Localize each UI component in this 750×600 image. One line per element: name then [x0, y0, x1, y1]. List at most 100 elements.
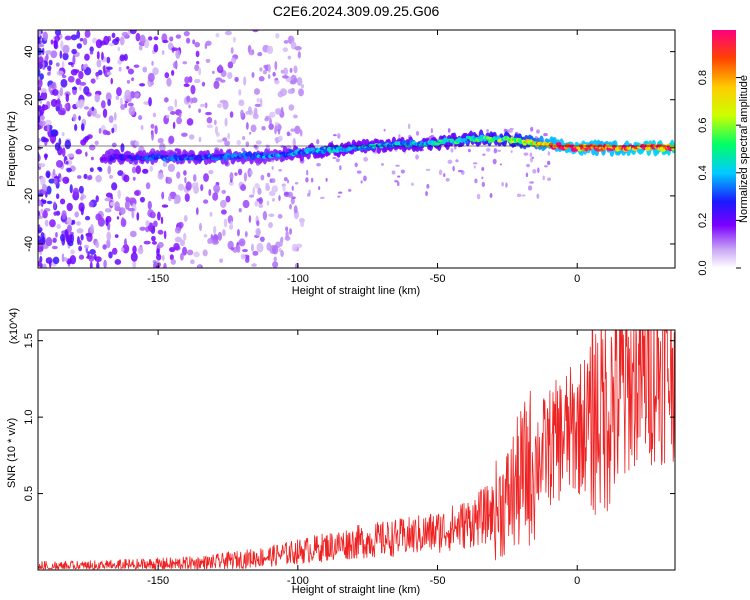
spectrogram-noise-blob	[252, 30, 259, 33]
spectrogram-noise-blob	[105, 66, 113, 70]
spectrogram-noise-blob	[354, 162, 358, 168]
spectrogram-noise-blob	[291, 243, 298, 252]
spectrogram-noise-blob	[39, 107, 45, 115]
spectrogram-noise-blob	[283, 177, 288, 182]
spectrogram-noise-blob	[151, 60, 154, 66]
spectrogram-noise-blob	[482, 153, 486, 156]
spectrogram-x-axis-title: Height of straight line (km)	[292, 285, 420, 297]
spectrogram-noise-blob	[481, 176, 484, 180]
spectrogram-noise-blob	[251, 71, 255, 78]
spectrogram-noise-blob	[45, 236, 53, 247]
spectrogram-noise-blob	[40, 208, 44, 214]
spectrogram-noise-blob	[157, 172, 164, 180]
y-tick-label: 1.0	[23, 409, 35, 424]
spectrogram-noise-blob	[234, 76, 239, 83]
spectrogram-noise-blob	[79, 38, 84, 42]
spectrogram-noise-blob	[278, 135, 283, 142]
spectrogram-noise-blob	[190, 84, 196, 95]
spectrogram-noise-blob	[275, 32, 280, 39]
spectrogram-noise-blob	[157, 137, 164, 144]
spectrogram-noise-blob	[118, 66, 122, 72]
spectrogram-noise-blob	[243, 76, 247, 86]
spectrogram-noise-blob	[216, 139, 224, 143]
spectrogram-noise-blob	[60, 40, 64, 50]
spectrogram-noise-blob	[257, 187, 262, 195]
spectrogram-noise-blob	[120, 143, 125, 153]
spectrogram-noise-blob	[52, 256, 60, 265]
spectrogram-noise-blob	[176, 116, 183, 125]
spectrogram-noise-blob	[194, 78, 201, 84]
spectrogram-noise-blob	[289, 203, 292, 210]
spectrogram-noise-blob	[337, 195, 341, 198]
spectrogram-noise-blob	[230, 246, 234, 251]
spectrogram-noise-blob	[203, 199, 209, 204]
spectrogram-noise-blob	[51, 82, 56, 89]
spectrogram-noise-blob	[196, 207, 199, 215]
spectrogram-noise-blob	[455, 159, 459, 163]
spectrogram-noise-blob	[269, 111, 276, 118]
spectrogram-noise-blob	[224, 117, 228, 127]
spectrogram-noise-blob	[117, 46, 121, 52]
spectrogram-noise-blob	[126, 65, 130, 70]
spectrogram-noise-blob	[50, 39, 54, 45]
spectrogram-noise-blob	[203, 233, 208, 238]
spectrogram-noise-blob	[87, 174, 93, 180]
spectrogram-noise-blob	[203, 173, 209, 182]
spectrogram-noise-blob	[94, 113, 101, 119]
spectrogram-noise-blob	[114, 201, 120, 211]
spectrogram-noise-blob	[89, 248, 96, 255]
spectrogram-noise-blob	[168, 195, 172, 202]
signal-track-core	[214, 157, 220, 161]
spectrogram-noise-blob	[291, 185, 294, 191]
signal-track-core	[190, 153, 195, 158]
spectrogram-noise-blob	[62, 52, 69, 61]
spectrogram-noise-blob	[186, 249, 194, 256]
spectrogram-noise-blob	[62, 44, 70, 54]
spectrogram-noise-blob	[397, 175, 401, 178]
spectrogram-noise-blob	[84, 135, 90, 141]
spectrogram-noise-blob	[532, 169, 537, 174]
spectrogram-noise-blob	[547, 177, 552, 181]
snr-y-axis-title: SNR (10 * v/v)	[6, 418, 18, 488]
spectrogram-noise-blob	[224, 140, 231, 146]
spectrogram-noise-blob	[543, 133, 548, 137]
spectrogram-noise-blob	[38, 78, 43, 88]
spectrogram-noise-blob	[127, 68, 135, 75]
spectrogram-noise-blob	[492, 158, 497, 165]
spectrogram-noise-blob	[447, 159, 453, 164]
spectrogram-noise-blob	[53, 177, 59, 185]
x-tick-label: -150	[147, 575, 169, 587]
spectrogram-noise-blob	[157, 241, 164, 248]
spectrogram-noise-blob	[493, 148, 498, 154]
spectrogram-noise-blob	[523, 152, 529, 156]
spectrogram-noise-blob	[132, 261, 137, 268]
signal-track-core	[465, 139, 469, 144]
spectrogram-noise-blob	[108, 251, 113, 259]
spectrogram-noise-blob	[501, 182, 504, 187]
spectrogram-noise-blob	[106, 239, 111, 249]
spectrogram-noise-blob	[400, 169, 406, 174]
spectrogram-noise-blob	[108, 115, 114, 124]
spectrogram-noise-blob	[430, 128, 433, 134]
spectrogram-noise-blob	[398, 133, 401, 140]
spectrogram-noise-blob	[38, 142, 41, 146]
spectrogram-noise-blob	[172, 61, 178, 69]
spectrogram-noise-blob	[257, 52, 263, 57]
spectrogram-noise-blob	[105, 92, 112, 102]
spectrogram-noise-blob	[107, 165, 112, 175]
spectrogram-noise-blob	[212, 192, 219, 201]
spectrogram-noise-blob	[170, 258, 176, 265]
spectrogram-noise-blob	[185, 181, 192, 191]
spectrogram-noise-blob	[211, 239, 219, 245]
spectrogram-noise-blob	[106, 71, 112, 76]
spectrogram-noise-blob	[53, 39, 58, 49]
spectrogram-noise-blob	[115, 36, 120, 43]
spectrogram-noise-blob	[119, 36, 125, 46]
spectrogram-noise-blob	[521, 194, 526, 197]
spectrogram-noise-blob	[232, 36, 236, 43]
spectrogram-noise-blob	[151, 235, 156, 242]
spectrogram-noise-blob	[289, 228, 293, 235]
spectrogram-noise-blob	[78, 185, 84, 194]
spectrogram-noise-blob	[287, 55, 292, 60]
signal-track-core	[182, 154, 188, 157]
